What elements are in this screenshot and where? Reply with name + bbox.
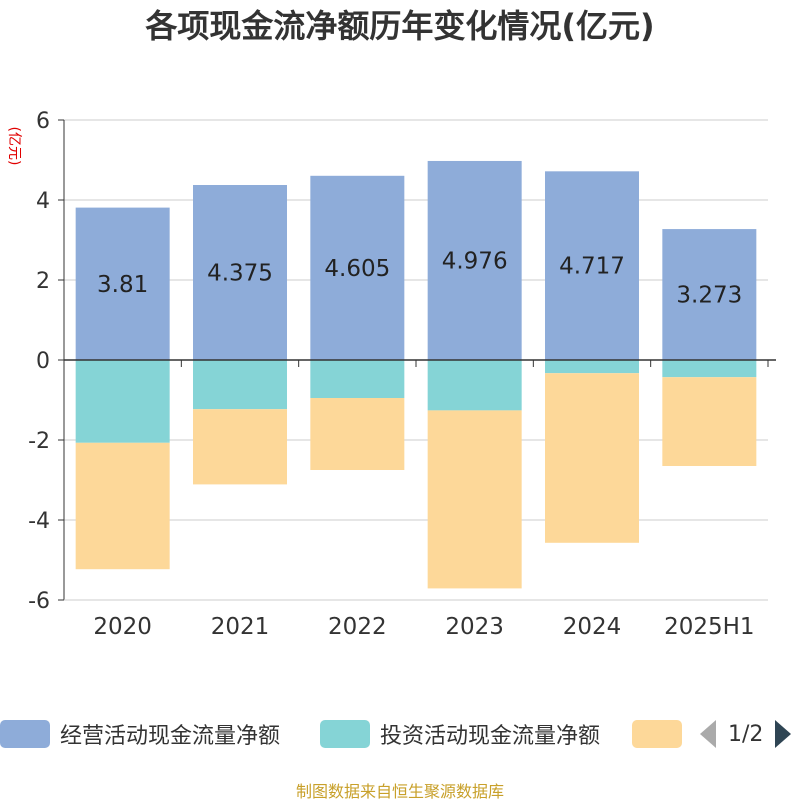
data-label: 3.81 bbox=[97, 272, 148, 298]
bar-2020-series-2 bbox=[75, 442, 170, 570]
bar-2021-series-1 bbox=[193, 360, 287, 410]
chart-title: 各项现金流净额历年变化情况(亿元) bbox=[145, 7, 655, 45]
bar-2025H1-series-0 bbox=[662, 229, 757, 360]
legend-label-operating: 经营活动现金流量净额 bbox=[60, 724, 281, 749]
legend-item-investing[interactable]: 投资活动现金流量净额 bbox=[320, 716, 600, 752]
legend-item-third[interactable] bbox=[632, 716, 692, 752]
bar-2022-series-0 bbox=[310, 175, 405, 360]
source-note: 制图数据来自恒生聚源数据库 bbox=[295, 782, 504, 801]
pager-next-icon[interactable] bbox=[775, 720, 792, 748]
legend-swatch-investing bbox=[320, 720, 370, 748]
data-label: 4.605 bbox=[324, 256, 390, 282]
bar-2024-series-0 bbox=[545, 171, 639, 360]
legend-swatch-operating bbox=[0, 720, 50, 748]
legend: 经营活动现金流量净额 投资活动现金流量净额 bbox=[0, 716, 800, 756]
x-tick-label: 2021 bbox=[211, 614, 270, 640]
bar-2025H1-series-1 bbox=[662, 360, 757, 378]
bar-2024-series-2 bbox=[545, 373, 639, 543]
y-tick-label: 2 bbox=[36, 269, 50, 294]
data-label: 4.976 bbox=[442, 248, 508, 274]
bar-2023-series-0 bbox=[427, 160, 522, 360]
bar-chart: (亿元) 6 4 2 0 -2 -4 -6 3.81 4.375 4.605 4.976 4.717 3.… bbox=[6, 109, 776, 640]
data-label: 4.375 bbox=[207, 261, 273, 287]
pager-text: 1/2 bbox=[728, 721, 764, 747]
legend-item-operating[interactable]: 经营活动现金流量净额 bbox=[0, 716, 280, 752]
bar-2020-series-1 bbox=[75, 360, 170, 443]
x-tick-label: 2020 bbox=[93, 614, 152, 640]
x-tick-label: 2024 bbox=[563, 614, 622, 640]
bar-2022-series-2 bbox=[310, 398, 405, 470]
y-tick-label: -4 bbox=[28, 509, 50, 534]
y-tick-label: 0 bbox=[36, 349, 50, 374]
x-tick-label: 2023 bbox=[445, 614, 504, 640]
data-label: 4.717 bbox=[559, 254, 625, 280]
x-tick-label: 2025H1 bbox=[664, 614, 754, 640]
bar-2021-series-2 bbox=[193, 409, 287, 485]
bar-2025H1-series-2 bbox=[662, 377, 757, 466]
data-label: 3.273 bbox=[676, 283, 742, 309]
bar-2023-series-1 bbox=[427, 360, 522, 411]
y-tick-label: -2 bbox=[28, 429, 50, 454]
y-tick-label: 6 bbox=[36, 109, 50, 134]
pager-prev-icon[interactable] bbox=[700, 720, 716, 748]
bar-2023-series-2 bbox=[427, 410, 522, 589]
bar-2024-series-1 bbox=[545, 360, 639, 374]
legend-pager: 1/2 bbox=[700, 716, 792, 752]
legend-label-investing: 投资活动现金流量净额 bbox=[380, 724, 601, 749]
x-tick-label: 2022 bbox=[328, 614, 387, 640]
y-axis-label: (亿元) bbox=[6, 127, 22, 166]
bar-2021-series-0 bbox=[193, 185, 287, 360]
y-tick-label: 4 bbox=[36, 189, 50, 214]
y-tick-label: -6 bbox=[28, 589, 50, 614]
bar-2020-series-0 bbox=[75, 207, 170, 360]
legend-swatch-third bbox=[632, 720, 682, 748]
bar-2022-series-1 bbox=[310, 360, 405, 398]
